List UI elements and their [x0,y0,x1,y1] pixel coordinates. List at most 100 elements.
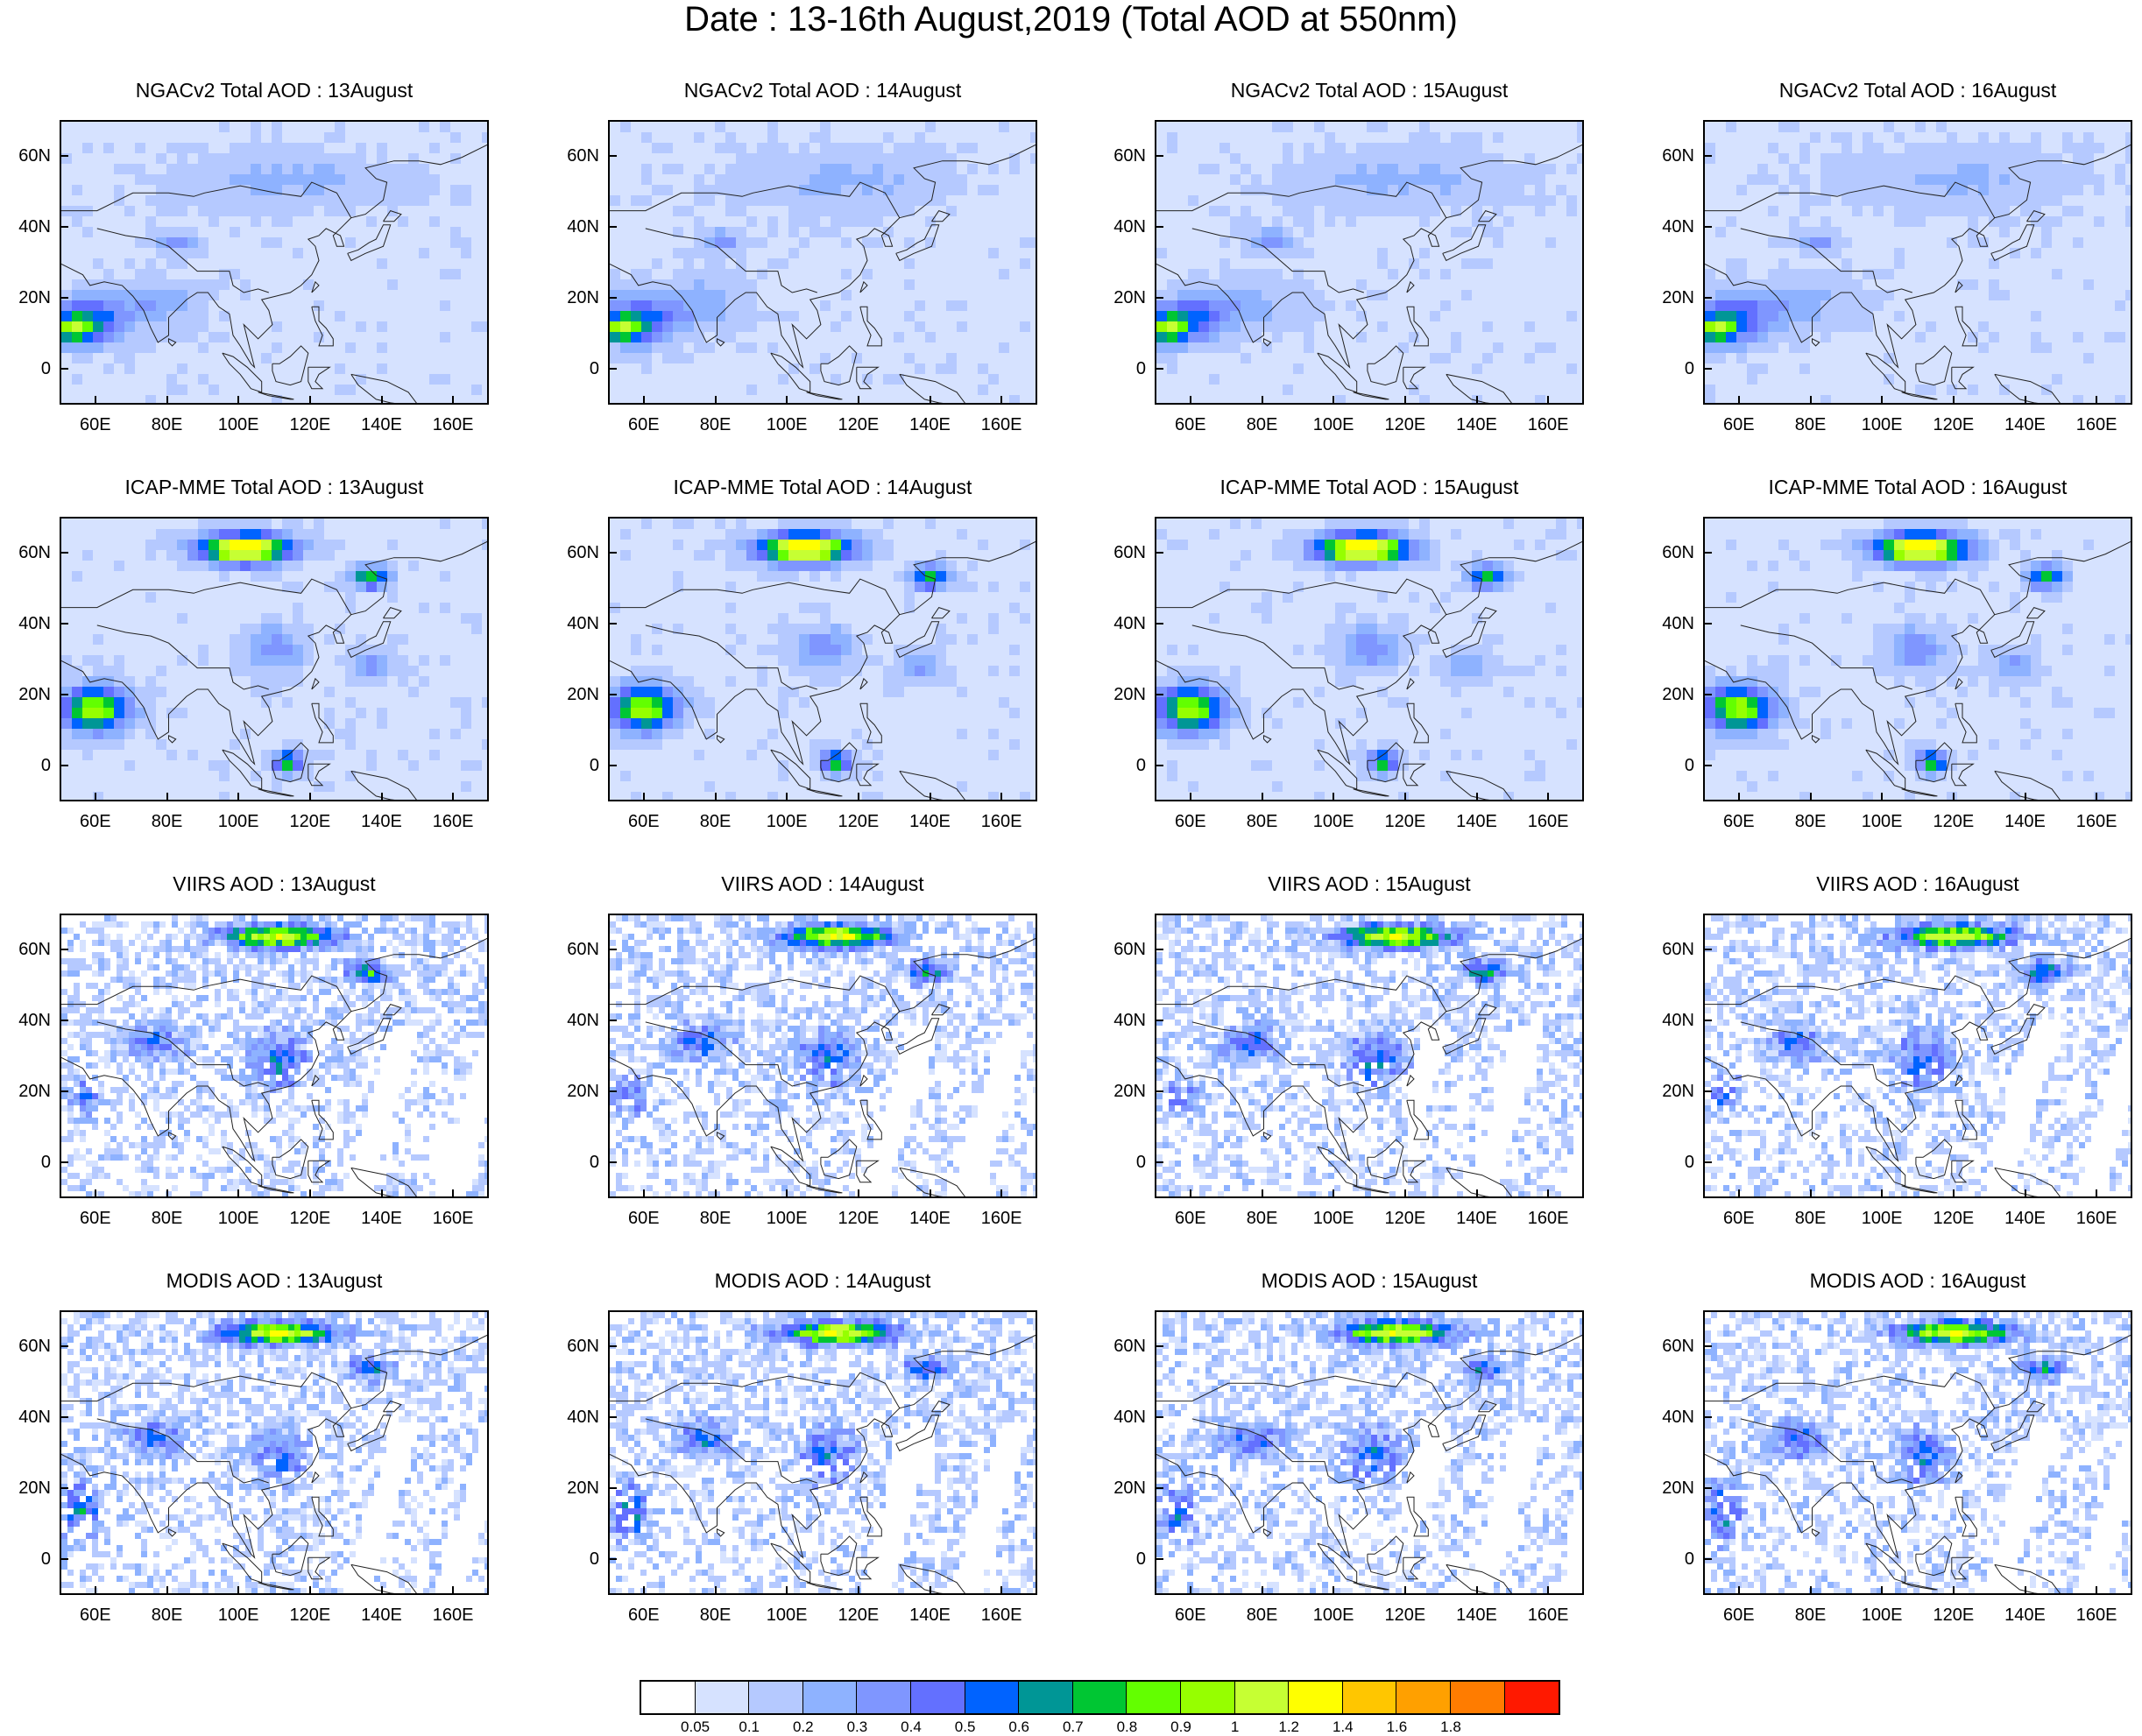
lon-tick-label: 160E [2066,415,2127,434]
colorbar-label: 0.4 [889,1718,933,1736]
lon-tick-label: 80E [1780,415,1842,434]
panel-title: VIIRS AOD : 13August [60,872,489,895]
lon-tick [2025,793,2026,801]
lat-tick [1703,226,1712,228]
lon-tick [1190,1586,1191,1595]
lon-tick-label: 60E [1160,812,1221,831]
lon-tick-label: 80E [1232,1209,1293,1228]
lat-tick-label: 0 [555,1153,599,1172]
lon-tick-label: 160E [1517,812,1579,831]
coastline [1407,1076,1414,1086]
aod-field [1156,915,1584,1198]
colorbar-label: 1.6 [1375,1718,1418,1736]
lat-tick [608,297,617,299]
lon-tick [858,1586,859,1595]
lon-tick-label: 140E [351,415,413,434]
lat-tick [60,368,68,370]
lat-tick-label: 20N [1102,1478,1146,1498]
lon-tick [643,793,645,801]
lat-tick [1155,1558,1163,1560]
lat-tick [1703,1020,1712,1021]
lat-tick-label: 60N [7,940,51,959]
lon-tick [715,793,717,801]
lat-tick-label: 60N [555,1337,599,1356]
lat-tick [1703,1090,1712,1092]
lon-tick [786,396,788,405]
lon-tick-label: 80E [1232,812,1293,831]
lon-tick [237,396,239,405]
lon-tick [237,1189,239,1198]
colorbar-label: 0.8 [1105,1718,1149,1736]
aod-field [610,915,1037,1198]
lon-tick-label: 120E [1375,1209,1436,1228]
lon-tick-label: 160E [422,812,484,831]
lat-tick [1155,1020,1163,1021]
lon-tick [1476,1586,1478,1595]
lat-tick [1155,623,1163,625]
lat-tick [1703,368,1712,370]
lon-tick [930,793,931,801]
lat-tick [1155,155,1163,157]
lat-tick [608,623,617,625]
lat-tick [608,1487,617,1489]
lat-tick-label: 40N [555,1408,599,1427]
lon-tick [309,793,311,801]
lon-tick-label: 60E [613,812,675,831]
lon-tick-label: 120E [1923,812,1984,831]
lon-tick-label: 100E [208,1209,269,1228]
lon-tick [452,793,454,801]
lon-tick [1810,793,1812,801]
aod-map-panel [60,1310,489,1595]
lat-tick-label: 0 [7,1153,51,1172]
lon-tick-label: 120E [1375,415,1436,434]
lon-tick-label: 120E [279,812,341,831]
aod-map-panel [60,120,489,405]
lon-tick [2025,1189,2026,1198]
lat-tick-label: 40N [1651,1408,1694,1427]
lat-tick [608,368,617,370]
lon-tick [166,1189,168,1198]
aod-map-panel [1155,517,1584,801]
lon-tick-label: 80E [685,415,746,434]
lat-tick-label: 20N [7,1082,51,1101]
panel-title: VIIRS AOD : 16August [1703,872,2132,895]
lon-tick-label: 120E [828,1209,889,1228]
lon-tick-label: 60E [65,812,126,831]
lon-tick-label: 120E [279,1605,341,1625]
panel-title: ICAP-MME Total AOD : 14August [608,476,1037,498]
lon-tick [1190,793,1191,801]
lon-tick-label: 160E [971,812,1032,831]
colorbar-swatch [749,1682,803,1713]
lon-tick-label: 60E [1160,415,1221,434]
aod-field [61,1312,489,1595]
panel-title: MODIS AOD : 14August [608,1269,1037,1292]
aod-map-panel [608,914,1037,1198]
lon-tick-label: 160E [971,415,1032,434]
lat-tick [60,155,68,157]
aod-field [61,122,489,405]
lat-tick-label: 20N [1102,288,1146,307]
lat-tick [1155,368,1163,370]
lon-tick-label: 100E [756,415,817,434]
lon-tick-label: 140E [1995,1605,2056,1625]
lon-tick-label: 120E [1923,415,1984,434]
lon-tick [715,1586,717,1595]
colorbar-swatch [1073,1682,1128,1713]
panel-title: NGACv2 Total AOD : 16August [1703,79,2132,102]
panel-title: VIIRS AOD : 14August [608,872,1037,895]
lon-tick-label: 140E [900,415,961,434]
lat-tick [60,765,68,766]
lon-tick [715,396,717,405]
lon-tick-label: 120E [828,415,889,434]
colorbar-label: 0.5 [944,1718,987,1736]
lon-tick [1953,793,1955,801]
aod-map-panel [1703,517,2132,801]
colorbar-label: 0.6 [997,1718,1041,1736]
lat-tick [1703,765,1712,766]
lon-tick [1738,793,1740,801]
lat-tick [608,155,617,157]
lon-tick [1738,396,1740,405]
lat-tick [608,949,617,950]
lon-tick-label: 60E [613,1209,675,1228]
lon-tick-label: 120E [1923,1605,1984,1625]
